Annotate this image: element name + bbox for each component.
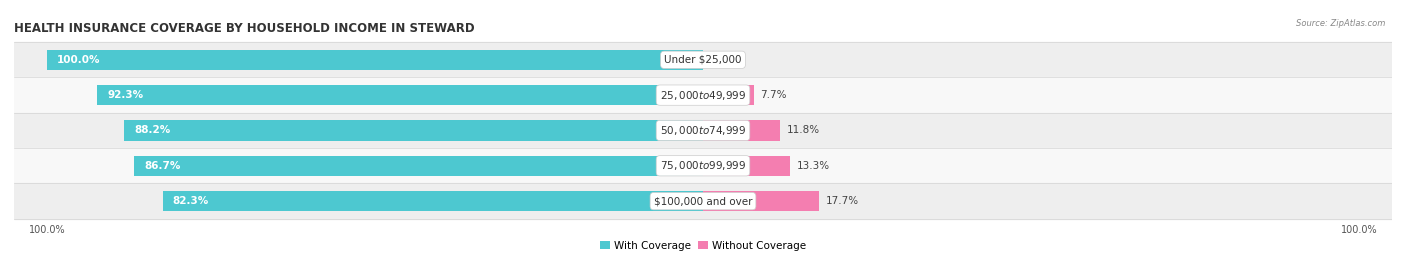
Text: HEALTH INSURANCE COVERAGE BY HOUSEHOLD INCOME IN STEWARD: HEALTH INSURANCE COVERAGE BY HOUSEHOLD I…: [14, 22, 475, 35]
Bar: [703, 191, 820, 211]
Bar: [14, 42, 1392, 77]
Bar: [703, 85, 754, 105]
Text: $25,000 to $49,999: $25,000 to $49,999: [659, 89, 747, 102]
Text: 88.2%: 88.2%: [134, 125, 170, 136]
Bar: [46, 49, 703, 70]
Bar: [14, 113, 1392, 148]
Bar: [14, 77, 1392, 113]
Text: $75,000 to $99,999: $75,000 to $99,999: [659, 159, 747, 172]
Text: 11.8%: 11.8%: [787, 125, 820, 136]
Text: $100,000 and over: $100,000 and over: [654, 196, 752, 206]
Text: 82.3%: 82.3%: [173, 196, 209, 206]
Bar: [703, 120, 780, 141]
Text: 17.7%: 17.7%: [825, 196, 859, 206]
Bar: [124, 120, 703, 141]
Bar: [163, 191, 703, 211]
Bar: [97, 85, 703, 105]
Text: Under $25,000: Under $25,000: [664, 55, 742, 65]
Bar: [14, 148, 1392, 183]
Text: 100.0%: 100.0%: [56, 55, 100, 65]
Bar: [134, 155, 703, 176]
Bar: [703, 155, 790, 176]
Text: Source: ZipAtlas.com: Source: ZipAtlas.com: [1295, 19, 1385, 28]
Legend: With Coverage, Without Coverage: With Coverage, Without Coverage: [596, 237, 810, 255]
Text: 7.7%: 7.7%: [761, 90, 786, 100]
Text: 13.3%: 13.3%: [797, 161, 830, 171]
Text: $50,000 to $74,999: $50,000 to $74,999: [659, 124, 747, 137]
Text: 92.3%: 92.3%: [107, 90, 143, 100]
Bar: [14, 183, 1392, 219]
Text: 86.7%: 86.7%: [143, 161, 180, 171]
Text: 0.0%: 0.0%: [710, 55, 735, 65]
